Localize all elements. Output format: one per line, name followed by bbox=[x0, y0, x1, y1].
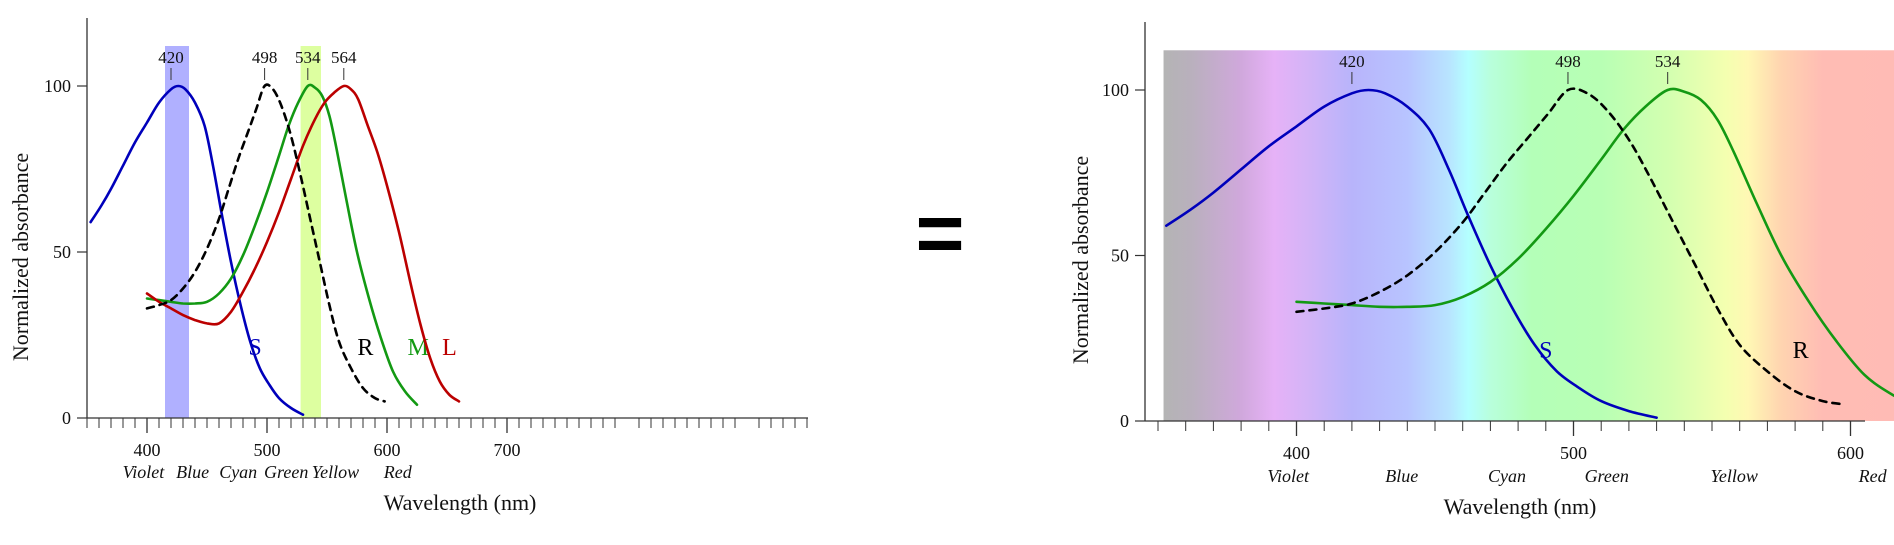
color-name-yellow: Yellow bbox=[312, 462, 359, 482]
equals-symbol: = bbox=[915, 186, 964, 280]
peak-label: 564 bbox=[331, 48, 357, 67]
color-name-red: Red bbox=[383, 462, 413, 482]
peak-label: 498 bbox=[252, 48, 278, 67]
curve-label-l: L bbox=[442, 335, 457, 361]
highlight-band-2 bbox=[301, 46, 321, 418]
color-name-green: Green bbox=[264, 462, 308, 482]
x-tick-label: 700 bbox=[494, 440, 521, 460]
x-tick-label: 600 bbox=[1837, 443, 1864, 463]
x-tick-label: 500 bbox=[1560, 443, 1587, 463]
curve-label-s: S bbox=[248, 335, 261, 361]
x-axis-title: Wavelength (nm) bbox=[384, 490, 537, 515]
y-tick-label: 0 bbox=[1120, 411, 1129, 431]
chart-right: 050100400500600700VioletBlueCyanGreenYel… bbox=[1068, 22, 1894, 519]
color-name-violet: Violet bbox=[1267, 466, 1310, 486]
color-name-violet: Violet bbox=[123, 462, 166, 482]
peak-label: 534 bbox=[295, 48, 321, 67]
peak-label: 420 bbox=[1339, 52, 1365, 71]
peak-label: 534 bbox=[1655, 52, 1681, 71]
x-tick-label: 500 bbox=[254, 440, 281, 460]
curve-label-r: R bbox=[357, 335, 373, 361]
color-name-cyan: Cyan bbox=[219, 462, 257, 482]
curve-label-r: R bbox=[1793, 338, 1809, 364]
color-name-yellow: Yellow bbox=[1710, 466, 1757, 486]
curve-label-s: S bbox=[1539, 338, 1552, 364]
y-axis-title: Normalized absorbance bbox=[1068, 156, 1093, 364]
y-tick-label: 50 bbox=[53, 242, 71, 262]
y-tick-label: 100 bbox=[1102, 80, 1129, 100]
y-axis-title: Normalized absorbance bbox=[8, 153, 33, 361]
color-name-red: Red bbox=[1858, 466, 1888, 486]
highlight-band-1 bbox=[165, 46, 189, 418]
x-tick-label: 600 bbox=[374, 440, 401, 460]
y-tick-label: 100 bbox=[44, 76, 71, 96]
color-name-blue: Blue bbox=[1385, 466, 1418, 486]
peak-label: 498 bbox=[1555, 52, 1581, 71]
color-name-cyan: Cyan bbox=[1488, 466, 1526, 486]
y-tick-label: 0 bbox=[62, 408, 71, 428]
y-tick-label: 50 bbox=[1111, 246, 1129, 266]
peak-label: 420 bbox=[158, 48, 184, 67]
color-name-blue: Blue bbox=[176, 462, 209, 482]
curve-s bbox=[91, 86, 303, 415]
color-name-green: Green bbox=[1585, 466, 1629, 486]
x-tick-label: 400 bbox=[134, 440, 161, 460]
x-tick-label: 400 bbox=[1283, 443, 1310, 463]
spectrum-background bbox=[1164, 50, 1894, 421]
x-axis-title: Wavelength (nm) bbox=[1444, 494, 1597, 519]
